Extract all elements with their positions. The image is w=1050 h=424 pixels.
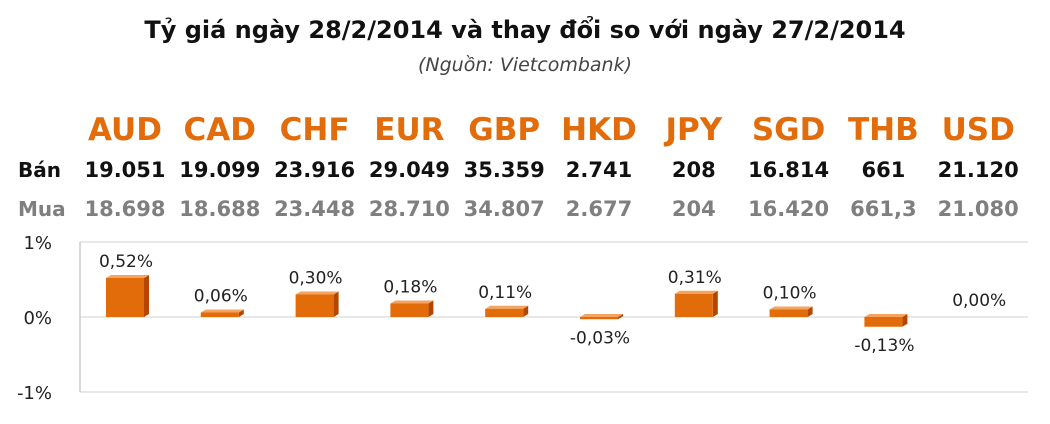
table-rows: AUD CAD CHF EUR GBP HKD JPY SGD THB USD Bán 19.051 1… [18, 112, 1019, 221]
rate-value: 208 [672, 158, 716, 182]
rate-value: 661,3 [850, 197, 916, 221]
bar [295, 291, 339, 317]
bar [106, 275, 149, 317]
bar [200, 309, 244, 317]
data-label: -0,03% [570, 328, 630, 348]
bar-face [295, 294, 334, 317]
bar-top [769, 306, 813, 310]
rate-value: 28.710 [369, 197, 450, 221]
currency-label: CHF [280, 112, 350, 148]
rate-value: 34.807 [464, 197, 545, 221]
y-tick-label: 1% [23, 233, 52, 254]
bar-top [200, 309, 244, 313]
rate-value: 19.099 [179, 158, 260, 182]
bar-top [106, 275, 149, 278]
bar-top [580, 314, 623, 317]
currency-label: GBP [468, 112, 540, 148]
rate-value: 18.698 [84, 197, 165, 221]
bar-face [864, 317, 903, 327]
row-label: Bán [18, 158, 61, 182]
rate-value: 16.814 [748, 158, 829, 182]
data-label: 0,31% [668, 268, 722, 288]
bar-top [864, 314, 908, 317]
data-label: 0,06% [194, 287, 248, 307]
y-tick-label: 0% [23, 308, 52, 329]
bar-side [238, 309, 244, 317]
rate-value: 2.677 [566, 197, 632, 221]
data-label: 0,10% [763, 284, 817, 304]
currency-label: THB [848, 112, 919, 148]
chart-subtitle: (Nguồn: Vietcombank) [418, 54, 632, 76]
bar-side [523, 305, 529, 317]
currency-label: AUD [88, 112, 162, 148]
rate-value: 19.051 [84, 158, 165, 182]
bar-face [580, 317, 618, 320]
data-label: 0,00% [952, 291, 1006, 311]
bar [769, 306, 813, 317]
bar-top [390, 300, 434, 304]
rate-value: 204 [672, 197, 716, 221]
bar-face [485, 308, 524, 317]
data-label: 0,11% [478, 283, 532, 303]
bar [864, 314, 908, 327]
data-label: 0,52% [99, 252, 153, 272]
currency-label: EUR [374, 112, 444, 148]
data-label: -0,13% [854, 336, 914, 356]
data-label: 0,30% [289, 269, 343, 289]
bar-side [902, 314, 908, 327]
bar-layer [106, 275, 908, 327]
rate-value: 29.049 [369, 158, 450, 182]
bar-side [144, 275, 149, 317]
rate-value: 23.448 [274, 197, 355, 221]
rate-value: 2.741 [566, 158, 632, 182]
bar-side [618, 314, 623, 320]
rate-value: 35.359 [464, 158, 545, 182]
bar-top [674, 290, 718, 294]
y-tick-label: -1% [17, 383, 52, 404]
bar-face [200, 312, 239, 317]
data-label: 0,18% [383, 278, 437, 298]
bar-top [295, 291, 339, 295]
currency-label: SGD [752, 112, 826, 148]
bar-side [333, 291, 339, 317]
bar [580, 314, 623, 320]
rate-value: 16.420 [748, 197, 829, 221]
bar-side [712, 290, 718, 317]
label-layer: 0,52% 0,06% 0,30% 0,18% 0,11% -0,03% 0,31% 0,10… [99, 252, 1006, 356]
currency-label: CAD [184, 112, 256, 148]
rate-value: 21.080 [938, 197, 1019, 221]
bar [390, 300, 434, 317]
rate-value: 23.916 [274, 158, 355, 182]
rate-value: 661 [861, 158, 905, 182]
currency-label: USD [942, 112, 1015, 148]
currency-label: JPY [663, 112, 722, 148]
bar-side [807, 306, 813, 317]
bar-face [674, 293, 713, 317]
bar [485, 305, 529, 317]
currency-label: HKD [561, 112, 637, 148]
rate-value: 21.120 [938, 158, 1019, 182]
bar [674, 290, 718, 317]
bar-face [769, 309, 808, 317]
bar-face [106, 278, 144, 317]
row-label: Mua [18, 197, 66, 221]
grid-layer: 1% 0% -1% [17, 233, 1028, 404]
rate-value: 18.688 [179, 197, 260, 221]
bar-top [485, 305, 529, 309]
chart-title: Tỷ giá ngày 28/2/2014 và thay đổi so với… [144, 16, 906, 44]
bar-side [428, 300, 434, 317]
bar-face [390, 303, 429, 317]
